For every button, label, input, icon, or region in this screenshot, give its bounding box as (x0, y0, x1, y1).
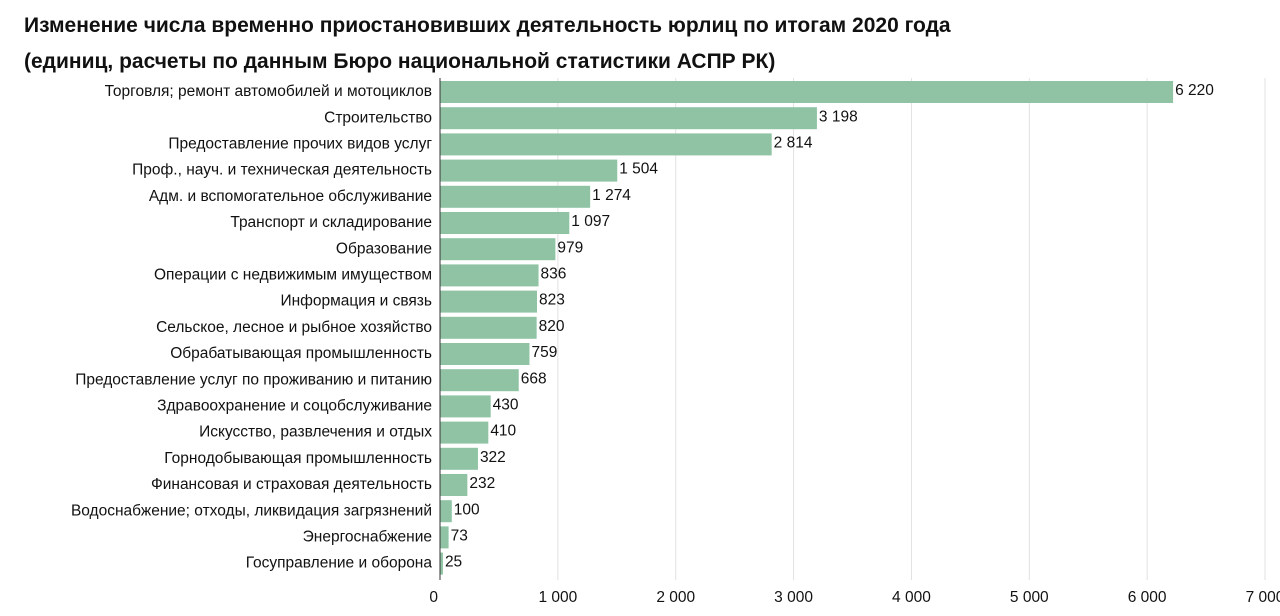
gridlines (557, 78, 1266, 580)
category-label: Искусство, развлечения и отдых (199, 424, 432, 441)
chart-subtitle: (единиц, расчеты по данным Бюро национал… (24, 50, 776, 73)
category-label: Предоставление прочих видов услуг (168, 135, 432, 152)
value-label: 322 (480, 449, 506, 466)
x-tick-label: 6 000 (1128, 589, 1167, 606)
category-label: Адм. и вспомогательное обслуживание (149, 188, 432, 205)
category-label: Транспорт и складирование (230, 214, 432, 231)
x-tick-label: 5 000 (1010, 589, 1049, 606)
value-label: 979 (557, 239, 583, 256)
bar (440, 185, 591, 208)
x-tick-label: 7 000 (1246, 589, 1280, 606)
category-label: Обрабатывающая промышленность (170, 345, 432, 362)
category-label: Операции с недвижимым имуществом (154, 266, 432, 283)
category-label: Сельское, лесное и рыбное хозяйство (156, 319, 432, 336)
bar (440, 369, 519, 392)
bar (440, 290, 537, 313)
value-label: 2 814 (774, 134, 813, 151)
value-label: 410 (490, 423, 516, 440)
value-label: 73 (451, 527, 468, 544)
bar (440, 421, 489, 444)
x-tick-label: 4 000 (892, 589, 931, 606)
bar (440, 316, 537, 339)
category-label: Образование (336, 240, 432, 257)
category-label: Водоснабжение; отходы, ликвидация загряз… (71, 502, 432, 519)
chart-title: Изменение числа временно приостановивших… (24, 14, 951, 37)
value-label: 668 (521, 370, 547, 387)
value-label: 6 220 (1175, 82, 1214, 99)
bar (440, 552, 443, 575)
bar (440, 395, 491, 418)
value-label: 1 097 (571, 213, 610, 230)
bar (440, 526, 449, 549)
value-label: 3 198 (819, 108, 858, 125)
value-label: 1 274 (592, 187, 631, 204)
x-tick-label: 0 (429, 589, 438, 606)
bar (440, 159, 618, 182)
category-label: Строительство (324, 109, 432, 126)
category-label: Торговля; ремонт автомобилей и мотоцикло… (105, 83, 432, 100)
bar (440, 264, 539, 287)
bar (440, 474, 468, 496)
category-label: Финансовая и страховая деятельность (151, 476, 432, 493)
category-labels: Торговля; ремонт автомобилей и мотоцикло… (71, 83, 432, 572)
category-label: Информация и связь (280, 293, 432, 310)
category-label: Горнодобывающая промышленность (164, 450, 432, 467)
x-axis-ticks: 0 1 000 2 000 3 000 4 000 5 000 6 000 7 000 (429, 589, 1280, 606)
bar (440, 447, 478, 470)
bar (440, 107, 817, 130)
category-label: Госуправление и оборона (246, 555, 433, 572)
bars (440, 81, 1174, 575)
bar (440, 500, 452, 523)
bar (440, 133, 772, 156)
bar (440, 238, 556, 261)
x-tick-label: 1 000 (538, 589, 577, 606)
value-label: 232 (469, 475, 495, 492)
chart-title-block: Изменение числа временно приостановивших… (24, 8, 1264, 80)
category-label: Здравоохранение и соцобслуживание (157, 397, 432, 414)
value-label: 25 (445, 554, 462, 571)
category-label: Энергоснабжение (303, 528, 432, 545)
value-label: 823 (539, 292, 565, 309)
value-label: 430 (493, 396, 519, 413)
bar (440, 81, 1174, 103)
value-label: 759 (531, 344, 557, 361)
category-label: Предоставление услуг по проживанию и пит… (75, 371, 432, 388)
value-label: 820 (539, 318, 565, 335)
x-tick-label: 2 000 (656, 589, 695, 606)
x-tick-label: 3 000 (774, 589, 813, 606)
bar (440, 212, 570, 234)
category-label: Проф., науч. и техническая деятельность (132, 162, 432, 179)
value-labels: 6 220 3 198 2 814 1 504 1 274 1 097 979 836 823 8… (445, 82, 1214, 571)
value-label: 100 (454, 501, 480, 518)
value-label: 836 (541, 265, 567, 282)
bar (440, 343, 530, 365)
value-label: 1 504 (619, 161, 658, 178)
